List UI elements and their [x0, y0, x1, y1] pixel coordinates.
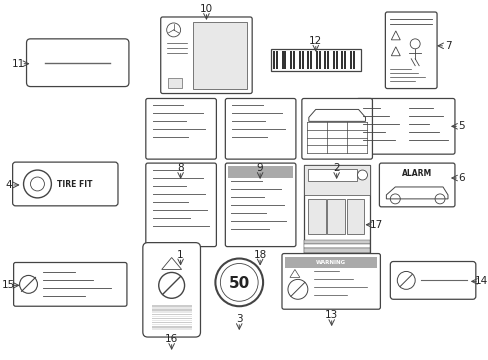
Bar	[335, 51, 337, 69]
Bar	[303, 262, 370, 266]
Text: 7: 7	[444, 41, 450, 51]
Bar	[151, 316, 191, 317]
Bar	[303, 271, 370, 275]
Text: 3: 3	[235, 314, 242, 324]
Bar	[303, 244, 370, 248]
Bar	[307, 169, 356, 181]
Text: 50: 50	[228, 276, 249, 291]
Bar	[228, 166, 292, 178]
Text: 18: 18	[253, 249, 266, 260]
FancyBboxPatch shape	[225, 163, 295, 247]
Circle shape	[215, 258, 263, 306]
FancyBboxPatch shape	[385, 12, 436, 89]
Bar	[303, 248, 370, 253]
Text: TIRE FIT: TIRE FIT	[57, 180, 93, 189]
Bar	[192, 22, 247, 89]
Text: 17: 17	[369, 220, 382, 230]
Bar	[151, 326, 191, 328]
Bar	[167, 78, 181, 87]
Bar	[306, 51, 308, 69]
Bar	[303, 275, 370, 279]
Bar	[298, 51, 300, 69]
Bar	[284, 51, 286, 69]
Text: ALARM: ALARM	[401, 168, 431, 177]
Bar	[151, 314, 191, 315]
Bar	[272, 51, 274, 69]
Bar	[318, 51, 320, 69]
Text: 15: 15	[2, 280, 15, 291]
Text: 14: 14	[474, 276, 488, 287]
Bar	[151, 307, 191, 309]
Bar	[151, 320, 191, 321]
Text: WARNING: WARNING	[315, 260, 345, 265]
Text: 13: 13	[325, 310, 338, 320]
Bar	[151, 305, 191, 307]
Bar	[303, 165, 370, 279]
Bar	[285, 257, 377, 269]
Circle shape	[357, 170, 366, 180]
Text: 8: 8	[177, 163, 183, 173]
Bar	[151, 311, 191, 313]
Text: 16: 16	[164, 334, 178, 344]
Bar	[326, 199, 344, 234]
FancyBboxPatch shape	[389, 261, 475, 299]
Bar	[307, 199, 325, 234]
Text: 1: 1	[177, 249, 183, 260]
FancyBboxPatch shape	[14, 262, 127, 306]
Bar	[303, 253, 370, 257]
Bar	[303, 257, 370, 262]
Text: 4: 4	[5, 180, 12, 190]
Bar	[324, 51, 325, 69]
FancyBboxPatch shape	[26, 39, 129, 86]
Bar	[275, 51, 277, 69]
Bar	[303, 266, 370, 271]
Bar	[151, 322, 191, 323]
Bar	[270, 49, 360, 71]
Bar	[332, 51, 334, 69]
Text: 11: 11	[12, 59, 25, 69]
Bar	[303, 240, 370, 244]
Bar	[349, 51, 351, 69]
Bar	[315, 51, 317, 69]
Bar	[151, 318, 191, 319]
Circle shape	[166, 23, 180, 37]
Bar	[309, 51, 311, 69]
FancyBboxPatch shape	[282, 253, 380, 309]
Bar	[289, 51, 291, 69]
FancyBboxPatch shape	[13, 162, 118, 206]
Bar	[346, 199, 364, 234]
Bar	[326, 51, 328, 69]
Text: 12: 12	[308, 36, 322, 46]
Text: 6: 6	[458, 173, 464, 183]
Bar	[301, 51, 303, 69]
FancyBboxPatch shape	[161, 17, 252, 94]
Text: 5: 5	[458, 121, 464, 131]
FancyBboxPatch shape	[225, 99, 295, 159]
FancyBboxPatch shape	[356, 99, 454, 154]
Bar	[151, 328, 191, 329]
FancyBboxPatch shape	[145, 99, 216, 159]
FancyBboxPatch shape	[142, 243, 200, 337]
Bar	[341, 51, 343, 69]
Text: 9: 9	[256, 163, 263, 173]
Bar	[344, 51, 346, 69]
FancyBboxPatch shape	[145, 163, 216, 247]
Bar	[352, 51, 354, 69]
FancyBboxPatch shape	[379, 163, 454, 207]
Text: 2: 2	[333, 163, 339, 173]
FancyBboxPatch shape	[301, 99, 372, 159]
Bar	[292, 51, 294, 69]
Bar	[303, 165, 370, 195]
Bar	[151, 324, 191, 325]
Bar	[151, 309, 191, 311]
Bar	[281, 51, 283, 69]
Text: 10: 10	[200, 4, 213, 14]
